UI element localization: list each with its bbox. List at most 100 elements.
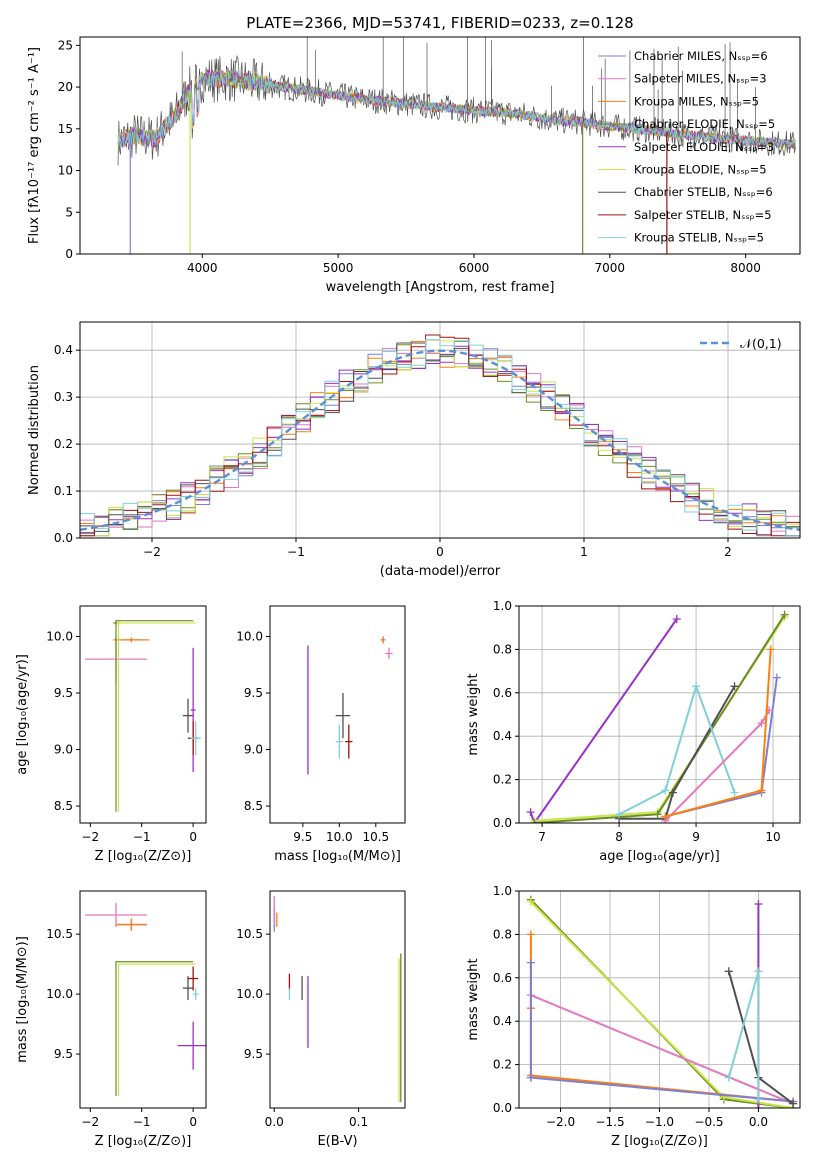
weight-line-chabrier-elodie (534, 614, 786, 823)
weight-line-kroupa-stelib-marker (724, 1073, 733, 1082)
y-tick-label: 0.1 (54, 484, 73, 498)
plot-content (307, 636, 393, 775)
weight-line-kroupa-miles-marker (757, 786, 766, 795)
x-axis-label: Z [log₁₀(Z/Z⊙)] (95, 849, 192, 864)
x-tick-label: 10.0 (326, 830, 353, 844)
residual-histogram-panel: −2 −1 0 1 2 0.0 0.1 0.2 0.3 0.4 (data-model)/error… (27, 321, 801, 579)
legend-label: 𝒩(0,1) (740, 336, 782, 351)
legend-label: Salpeter STELIB, Nₛₛₚ=5 (634, 208, 772, 222)
y-axis-label: mass weight (466, 958, 481, 1040)
x-axis-label: wavelength [Angstrom, rest frame] (326, 280, 555, 295)
histogram-step-salpeter-elodie (80, 345, 800, 537)
y-tick-label: 10.0 (46, 987, 73, 1001)
y-tick-label: 0.6 (493, 686, 512, 700)
y-tick-label: 0.8 (493, 927, 512, 941)
legend-label: Kroupa MILES, Nₛₛₚ=5 (634, 94, 759, 108)
weight-line-kroupa-miles-marker (526, 930, 535, 939)
x-axis-label: mass [log₁₀(M/M⊙)] (274, 849, 401, 864)
x-tick-label: −1 (133, 1115, 151, 1129)
x-tick-label: 9.5 (293, 830, 312, 844)
legend-label: Kroupa ELODIE, Nₛₛₚ=5 (634, 163, 767, 177)
y-tick-label: 9.5 (244, 1047, 263, 1061)
weight-line-kroupa-stelib-marker (754, 1095, 763, 1104)
mass-vs-reddening-panel: 0.0 0.1 9.5 10.0 10.5 E(B-V) (236, 890, 406, 1149)
y-tick-label: 8.5 (244, 799, 263, 813)
histogram-step-kroupa-stelib (80, 339, 800, 537)
y-axis-label: mass weight (466, 673, 481, 755)
weight-line-kroupa-miles (665, 649, 772, 818)
weight-line-kroupa-stelib-marker (754, 967, 763, 976)
x-axis-label: age [log₁₀(age/yr)] (599, 849, 720, 864)
y-tick-label: 0.3 (54, 390, 73, 404)
y-tick-label: 0.8 (493, 642, 512, 656)
y-tick-label: 9.0 (54, 743, 73, 757)
mass-vs-metallicity-panel: −2 −1 0 9.5 10.0 10.5 Z [log₁₀(Z/Z⊙)] mass [log… (15, 890, 207, 1149)
x-tick-label: 0.1 (349, 1115, 368, 1129)
weight-line-salpeter-elodie-marker (526, 808, 535, 817)
elodie-kroupa-track (117, 622, 196, 812)
weight-line-kroupa-miles-marker (661, 812, 670, 821)
weight-line-kroupa-stelib-marker (730, 788, 739, 797)
weight-line-kroupa-stelib-marker (692, 682, 701, 691)
weight-line-chabrier-elodie-marker (653, 810, 662, 819)
x-tick-label: 5000 (323, 261, 354, 275)
plot-content (526, 895, 798, 1108)
x-tick-label: 4000 (187, 261, 218, 275)
x-tick-label: −2 (81, 1115, 99, 1129)
y-tick-label: 9.5 (54, 1047, 73, 1061)
plot-content (80, 334, 800, 537)
x-tick-label: 8 (615, 830, 623, 844)
y-tick-label: 15 (58, 122, 73, 136)
x-tick-label: 10 (765, 830, 780, 844)
grid-lines (519, 605, 800, 824)
y-tick-label: 0.0 (493, 816, 512, 830)
y-tick-label: 20 (58, 80, 73, 94)
y-axis-label: age [log₁₀(age/yr)] (15, 654, 30, 775)
legend-label: Kroupa STELIB, Nₛₛₚ=5 (634, 231, 764, 245)
weight-line-chabrier-miles (529, 962, 794, 1103)
plot-content (85, 902, 206, 1097)
y-tick-label: 10 (58, 164, 73, 178)
y-tick-label: 10.5 (46, 927, 73, 941)
y-tick-label: 0 (65, 247, 73, 261)
y-tick-label: 10.0 (236, 630, 263, 644)
plot-content (85, 620, 201, 812)
weight-line-chabrier-stelib-marker (730, 682, 739, 691)
x-tick-label: −0.5 (694, 1115, 723, 1129)
y-tick-label: 8.5 (54, 799, 73, 813)
weight-line-chabrier-stelib-marker (789, 1099, 798, 1108)
weight-line-kroupa-stelib-marker (615, 810, 624, 819)
x-tick-label: 0 (189, 1115, 197, 1129)
legend-label: Chabrier MILES, Nₛₛₚ=6 (634, 49, 768, 63)
axes-frame (79, 36, 801, 255)
x-tick-label: −2 (81, 830, 99, 844)
y-tick-label: 10.0 (236, 987, 263, 1001)
x-tick-label: 9 (692, 830, 700, 844)
weight-line-salpeter-elodie (529, 618, 678, 823)
weight-line-kroupa-stelib-marker (661, 786, 670, 795)
elodie-chabrier-track (115, 961, 194, 1097)
x-tick-label: −1 (287, 545, 305, 559)
x-tick-label: 6000 (459, 261, 490, 275)
weight-line-salpeter-elodie-marker (672, 615, 681, 624)
x-tick-label: −2.0 (546, 1115, 575, 1129)
x-tick-label: 2 (724, 545, 732, 559)
x-tick-label: 0.0 (265, 1115, 284, 1129)
y-tick-label: 0.2 (54, 437, 73, 451)
x-tick-label: 7000 (595, 261, 626, 275)
y-tick-label: 0.0 (54, 531, 73, 545)
y-axis-label: Normed distribution (27, 365, 42, 495)
y-tick-label: 0.6 (493, 971, 512, 985)
age-vs-mass-panel: 9.5 10.0 10.5 8.5 9.0 9.5 10.0 mass [log₁₀(M/M⊙… (236, 605, 406, 864)
axes-frame (269, 605, 406, 824)
weight-line-chabrier-stelib-marker (668, 788, 677, 797)
plot-content (273, 895, 402, 1103)
y-axis-label: mass [log₁₀(M/M⊙)] (15, 936, 30, 1063)
weight-line-salpeter-miles-marker (757, 719, 766, 728)
y-axis-label: Flux [fλ10⁻¹⁷ erg cm⁻² s⁻¹ A⁻¹] (27, 47, 42, 244)
histogram-step-salpeter-stelib (80, 334, 800, 537)
x-tick-label: 0 (189, 830, 197, 844)
weight-line-kroupa-elodie-marker (526, 897, 535, 906)
y-tick-label: 9.0 (244, 743, 263, 757)
